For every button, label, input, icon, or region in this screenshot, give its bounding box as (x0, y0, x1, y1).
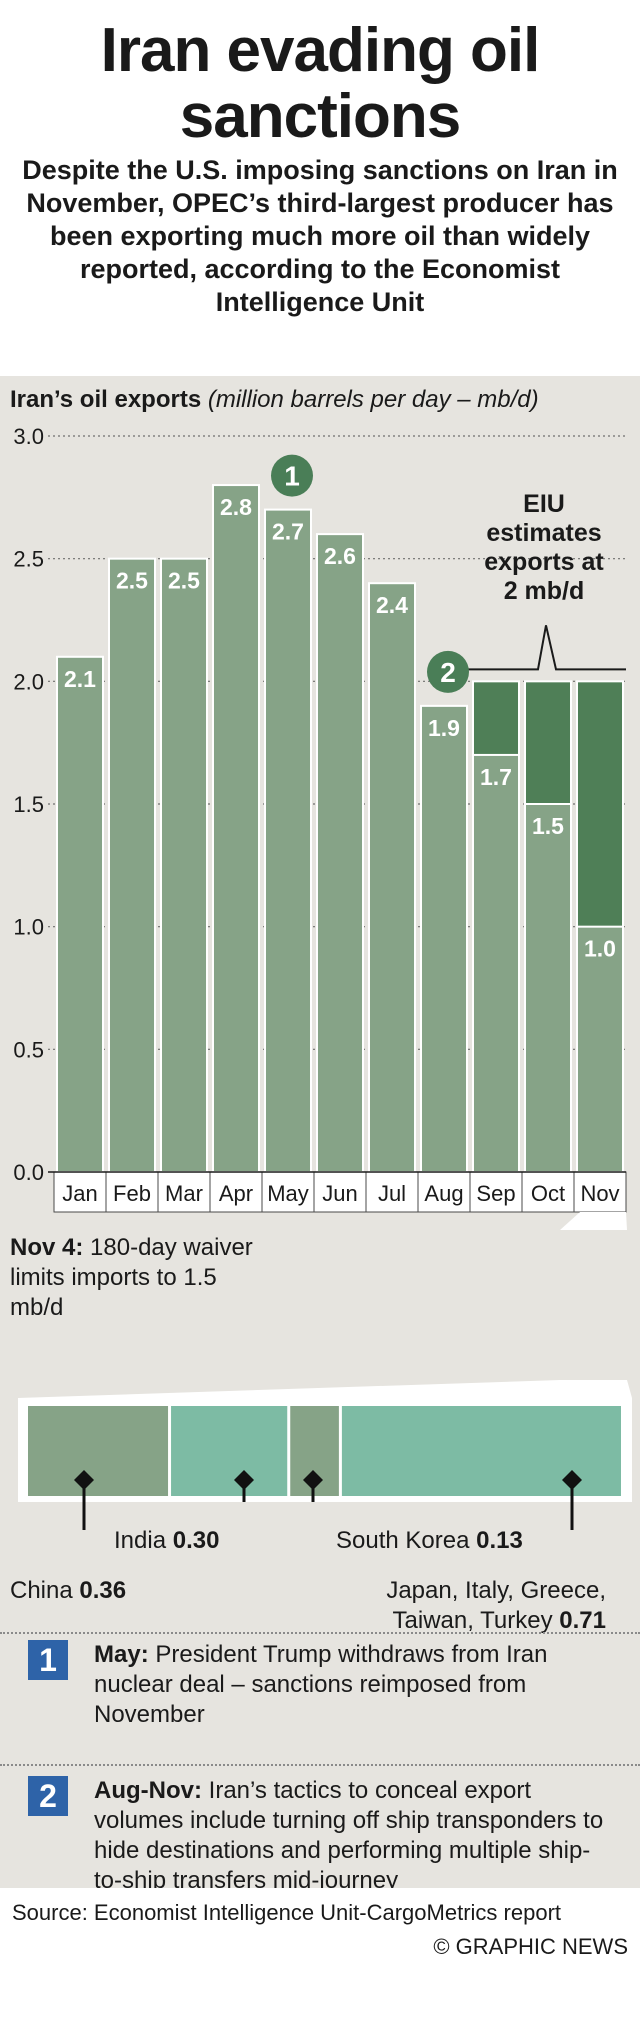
bar-feb (108, 557, 156, 1173)
segment-china (28, 1406, 169, 1496)
data-label: 1.7 (480, 764, 512, 790)
footer (0, 1888, 640, 2020)
segment-india (171, 1406, 288, 1496)
zoom-wedge (560, 1212, 627, 1230)
x-tick-label: Oct (531, 1181, 565, 1206)
page-subtitle: Despite the U.S. imposing sanctions on I… (22, 155, 618, 317)
x-tick-label: Aug (424, 1181, 463, 1206)
x-tick-label: Apr (219, 1181, 253, 1206)
timeline-note-1: May: President Trump withdraws from Iran… (94, 1641, 548, 1728)
data-label: 2.8 (220, 494, 252, 520)
category-cell (157, 1171, 211, 1213)
bar-apr (212, 484, 260, 1174)
zoom-wedge-bottom (18, 1380, 632, 1398)
category-cell (209, 1171, 263, 1213)
marker-label: 1 (284, 461, 300, 492)
bar-jul (368, 582, 416, 1173)
bar-jan (56, 655, 104, 1174)
category-cell (53, 1171, 107, 1213)
waiver-note: Nov 4: 180-day waiver limits imports to … (10, 1233, 270, 1323)
eiu-annotation: EIU estimates exports at 2 mb/d (484, 490, 604, 605)
category-cell (313, 1171, 367, 1213)
y-tick-label: 2.5 (13, 547, 44, 572)
data-label: 2.4 (376, 592, 408, 618)
destination-label-india: India 0.30 (114, 1527, 220, 1554)
timeline-note-2: Aug-Nov: Iran’s tactics to conceal expor… (94, 1777, 604, 1894)
x-tick-label: Jan (62, 1181, 97, 1206)
bar-aug (420, 704, 468, 1173)
timeline-badge-2: 2 (28, 1776, 68, 1816)
data-label: 2.5 (116, 568, 148, 594)
bar-may (264, 508, 312, 1174)
y-tick-label: 0.5 (13, 1037, 44, 1062)
destination-label-others: Japan, Italy, Greece, Taiwan, Turkey 0.7… (386, 1577, 606, 1634)
timeline-badge-1: 1 (28, 1640, 68, 1680)
chart-title: Iran’s oil exports (10, 386, 202, 413)
credit-line: © GRAPHIC NEWS (433, 1934, 628, 1959)
waiver-text: 180-day waiver limits imports to 1.5 mb/… (10, 1234, 253, 1321)
destination-label-china: China 0.36 (10, 1577, 127, 1604)
y-tick-label: 2.0 (13, 669, 44, 694)
destination-label-south-korea: South Korea 0.13 (336, 1527, 523, 1554)
page-title: Iran evading oil sanctions (100, 16, 541, 151)
y-tick-label: 0.0 (13, 1160, 44, 1185)
oil-exports-chart: 0.0 0.5 1.0 1.5 2.0 2.5 3.0 2.1 Jan 2.5 Feb 2.5 Mar 2… (13, 424, 627, 1230)
data-label: 2.1 (64, 666, 96, 692)
data-label: 1.0 (584, 936, 616, 962)
bar-jun (316, 533, 364, 1173)
data-label: 1.9 (428, 715, 460, 741)
x-tick-label: Jul (378, 1181, 406, 1206)
x-tick-label: Mar (165, 1181, 203, 1206)
data-label: 2.5 (168, 568, 200, 594)
x-tick-label: Jun (322, 1181, 357, 1206)
data-label: 2.7 (272, 519, 304, 545)
chart-heading: Iran’s oil exports (million barrels per … (10, 386, 539, 414)
bar-mar (160, 557, 208, 1173)
marker-circle-2 (427, 650, 469, 693)
x-tick-label: Sep (476, 1181, 515, 1206)
bar-sep (472, 753, 520, 1173)
bar-nov (576, 925, 624, 1173)
data-label: 1.5 (532, 813, 564, 839)
source-line: Source: Economist Intelligence Unit-Carg… (12, 1900, 562, 1925)
eiu-bracket (466, 625, 626, 671)
y-tick-label: 3.0 (13, 424, 44, 449)
chart-units: (million barrels per day – mb/d) (207, 386, 539, 413)
x-tick-label: May (267, 1181, 309, 1206)
y-tick-label: 1.5 (13, 792, 44, 817)
category-cell (573, 1171, 627, 1213)
bar-oct (524, 803, 572, 1173)
marker-circle-1 (271, 454, 313, 497)
category-cell (105, 1171, 159, 1213)
waiver-date: Nov 4: (10, 1234, 84, 1261)
x-tick-label: Nov (580, 1181, 619, 1206)
destination-breakdown (18, 1380, 632, 1530)
marker-label: 2 (440, 657, 456, 688)
divider (0, 1632, 640, 1634)
y-tick-label: 1.0 (13, 915, 44, 940)
divider (0, 1764, 640, 1766)
category-cell (261, 1171, 315, 1213)
data-label: 2.6 (324, 543, 356, 569)
x-tick-label: Feb (113, 1181, 151, 1206)
